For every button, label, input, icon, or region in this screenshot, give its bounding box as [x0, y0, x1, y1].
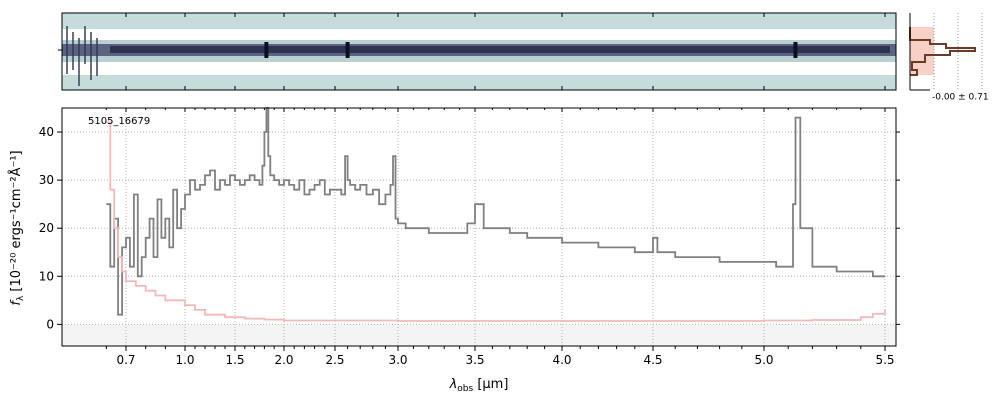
profile-label: -0.00 ± 0.71	[932, 93, 989, 103]
x-tick-label: 3.5	[465, 353, 484, 367]
y-tick-label: 10	[39, 269, 54, 283]
2d-emission-feature	[793, 42, 798, 58]
2d-emission-feature	[345, 42, 350, 58]
x-tick-label: 4.5	[643, 353, 662, 367]
2d-noise-column	[90, 32, 92, 80]
2d-noise-column	[78, 38, 80, 86]
series-flux	[106, 107, 885, 316]
2d-emission-feature	[264, 42, 269, 58]
y-axis-label: fλ [10⁻²⁰ ergs⁻¹cm⁻²Å⁻¹]	[8, 150, 26, 305]
y-tick-label: 40	[39, 125, 54, 139]
profile-line	[909, 27, 976, 76]
profile-uncertainty-fill	[910, 27, 934, 75]
2d-noise-column	[66, 26, 68, 74]
panel-1d-spectrum: 0.7 1.0 1.5 2.0 2.5 3.0 3.5 4.0 4.5 5.0 5.5 0 10 20 3…	[8, 13, 900, 394]
x-tick-label: 4.0	[552, 353, 571, 367]
zero-band	[62, 325, 896, 346]
plot-frame	[61, 107, 897, 347]
plot-area	[62, 108, 896, 346]
x-tick-label: 0.7	[116, 353, 135, 367]
2d-trace-core	[110, 46, 890, 53]
x-tick-label: 3.0	[388, 353, 407, 367]
2d-noise-column	[72, 32, 74, 70]
x-axis-label: λobs [μm]	[449, 377, 509, 394]
x-ticks: 0.7 1.0 1.5 2.0 2.5 3.0 3.5 4.0 4.5 5.0 5.5	[105, 13, 895, 367]
grid-lines	[62, 108, 896, 346]
2d-gap-bottom	[62, 62, 896, 75]
2d-features	[66, 26, 798, 86]
2d-noise-column	[96, 38, 98, 76]
panel-2d-spectrum	[58, 12, 897, 91]
x-tick-label: 5.0	[754, 353, 773, 367]
y-tick-label: 0	[46, 317, 54, 331]
series-uncertainty	[106, 121, 886, 322]
2d-gap-top	[62, 29, 896, 41]
2d-frame	[61, 12, 897, 91]
2d-noise-column	[84, 26, 86, 64]
y-tick-label: 30	[39, 173, 54, 187]
x-tick-label: 2.5	[325, 353, 344, 367]
x-tick-label: 5.5	[875, 353, 894, 367]
x-tick-label: 1.0	[175, 353, 194, 367]
y-ticks: 0 10 20 30 40	[39, 125, 900, 331]
x-tick-label: 2.0	[274, 353, 293, 367]
y-tick-label: 20	[39, 221, 54, 235]
series-layer	[106, 107, 886, 322]
object-id-annotation: 5105_16679	[88, 116, 150, 127]
panel-spatial-profile: -0.00 ± 0.71	[909, 13, 989, 103]
x-tick-label: 1.5	[225, 353, 244, 367]
